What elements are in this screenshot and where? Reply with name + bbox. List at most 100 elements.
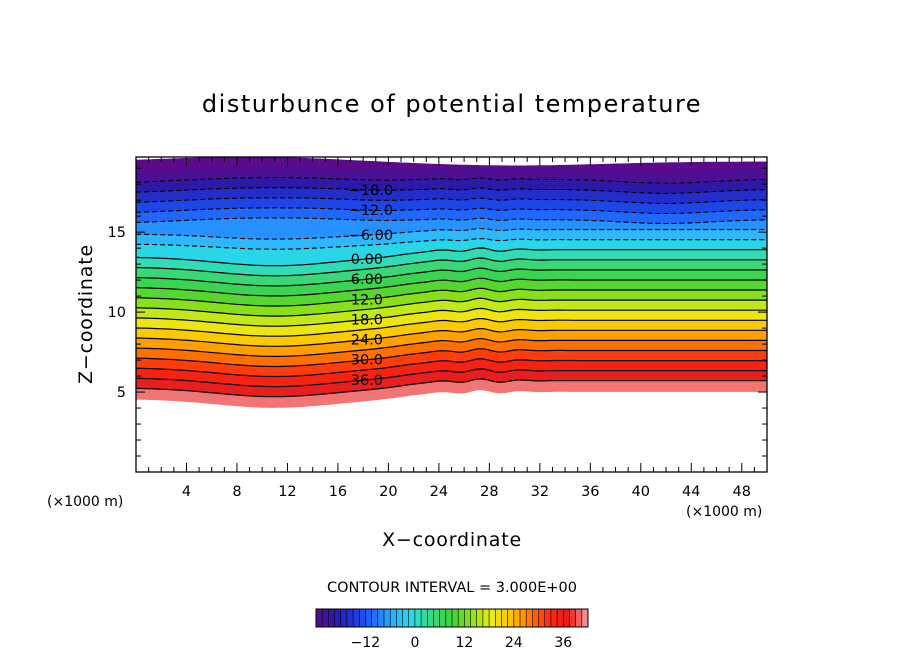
plot-area: −18.0 −12.0 −6.00 0.00 6.00 12.0 18.0 24.0 30.0 3…	[108, 156, 768, 500]
colorbar-swatch	[495, 609, 502, 627]
colorbar-swatch	[526, 609, 533, 627]
contour-line	[136, 228, 767, 240]
colorbar-swatch	[520, 609, 527, 627]
colorbar-swatch	[402, 609, 410, 627]
contour-label: 30.0	[351, 353, 383, 369]
contour-line	[136, 187, 767, 194]
colorbar-swatch	[390, 609, 397, 627]
colorbar-swatch	[538, 609, 546, 627]
contour-line	[136, 348, 767, 368]
contour-band	[136, 157, 767, 174]
contour-line	[136, 207, 767, 214]
colorbar-swatch	[507, 609, 515, 627]
colorbar-swatch	[396, 609, 403, 627]
y-tick-label: 5	[117, 385, 126, 401]
colorbar-swatch	[322, 609, 329, 627]
x-tick-label: 48	[733, 484, 751, 500]
contour-label: −18.0	[349, 183, 393, 199]
colorbar-swatch	[575, 609, 583, 627]
x-tick-label: 20	[379, 484, 397, 500]
contour-line	[136, 287, 767, 307]
contour-lines	[136, 177, 767, 398]
colorbar-swatch	[353, 609, 360, 627]
colorbar-swatch	[421, 609, 428, 627]
contour-line	[136, 378, 767, 398]
colorbar-ticks: −12 0 12 24 36	[351, 635, 573, 651]
x-tick-label: 28	[480, 484, 498, 500]
x-tick-label: 12	[278, 484, 296, 500]
contour-interval-label: CONTOUR INTERVAL = 3.000E+00	[327, 580, 577, 596]
contour-line	[136, 247, 767, 267]
colorbar-swatch	[550, 609, 558, 627]
colorbar-swatch	[328, 609, 335, 627]
contour-line	[136, 217, 767, 225]
colorbar-swatch	[433, 609, 441, 627]
x-tick-label: 32	[531, 484, 549, 500]
x-tick-label: 44	[682, 484, 700, 500]
x-right-unit-label: (×1000 m)	[686, 504, 762, 520]
contour-line	[136, 327, 767, 347]
colorbar-swatch	[476, 609, 484, 627]
contour-line	[136, 177, 767, 184]
contour-line	[136, 338, 767, 357]
colorbar-swatch	[464, 609, 471, 627]
chart-title: disturbunce of potential temperature	[202, 90, 702, 118]
contour-line	[136, 238, 767, 250]
x-axis-ticks: 4 8 12 16 20 24 28 32 36 40 44 48	[148, 157, 755, 500]
colorbar-tick-label: 0	[410, 635, 419, 651]
colorbar-tick-label: 24	[505, 635, 523, 651]
x-tick-label: 16	[329, 484, 347, 500]
colorbar-swatch	[458, 609, 465, 627]
colorbar-swatch	[384, 609, 391, 627]
y-axis-ticks: 5 10 15	[108, 167, 767, 457]
colorbar-swatch	[346, 609, 354, 627]
contour-line	[136, 318, 767, 337]
x-left-unit-label: (×1000 m)	[47, 494, 123, 510]
colorbar-swatch	[482, 609, 490, 627]
x-tick-label: 4	[182, 484, 191, 500]
contour-line	[136, 358, 767, 378]
colorbar-tick-label: 36	[554, 635, 572, 651]
colorbar-swatch	[365, 609, 373, 627]
contour-label: 24.0	[351, 333, 383, 349]
colorbar-tick-label: −12	[351, 635, 381, 651]
contour-labels: −18.0 −12.0 −6.00 0.00 6.00 12.0 18.0 24.0 30.0 3…	[349, 183, 393, 389]
colorbar	[315, 608, 589, 628]
colorbar-frame	[315, 608, 589, 628]
contour-label: 36.0	[351, 373, 383, 389]
colorbar-swatch	[452, 609, 459, 627]
x-tick-label: 24	[430, 484, 448, 500]
colorbar-swatch	[359, 609, 366, 627]
contour-label: 0.00	[351, 252, 383, 268]
colorbar-swatch	[557, 609, 564, 627]
colorbar-swatch	[581, 609, 589, 627]
contour-line	[136, 307, 767, 327]
colorbar-swatch	[569, 609, 577, 627]
y-tick-label: 10	[108, 305, 126, 321]
colorbar-swatch	[489, 609, 496, 627]
colorbar-swatch	[427, 609, 434, 627]
colorbar-swatch	[532, 609, 539, 627]
y-tick-label: 15	[108, 225, 126, 241]
x-tick-label: 8	[232, 484, 241, 500]
y-axis-label: Z−coordinate	[75, 244, 97, 384]
colorbar-swatch	[544, 609, 552, 627]
colorbar-swatch	[445, 609, 453, 627]
colorbar-swatch	[334, 609, 342, 627]
contour-line	[136, 267, 767, 287]
colorbar-swatch	[316, 609, 323, 627]
contour-label: −12.0	[349, 203, 393, 219]
contour-line	[136, 297, 767, 317]
x-tick-label: 40	[632, 484, 650, 500]
colorbar-swatch	[377, 609, 385, 627]
contour-label: 12.0	[351, 292, 383, 308]
contour-line	[136, 368, 767, 388]
colorbar-swatch	[470, 609, 478, 627]
colorbar-swatch	[414, 609, 422, 627]
contour-label: 6.00	[351, 272, 383, 288]
colorbar-swatch	[371, 609, 379, 627]
colorbar-tick-label: 12	[455, 635, 473, 651]
colorbar-swatch	[408, 609, 416, 627]
colorbar-swatch	[340, 609, 348, 627]
